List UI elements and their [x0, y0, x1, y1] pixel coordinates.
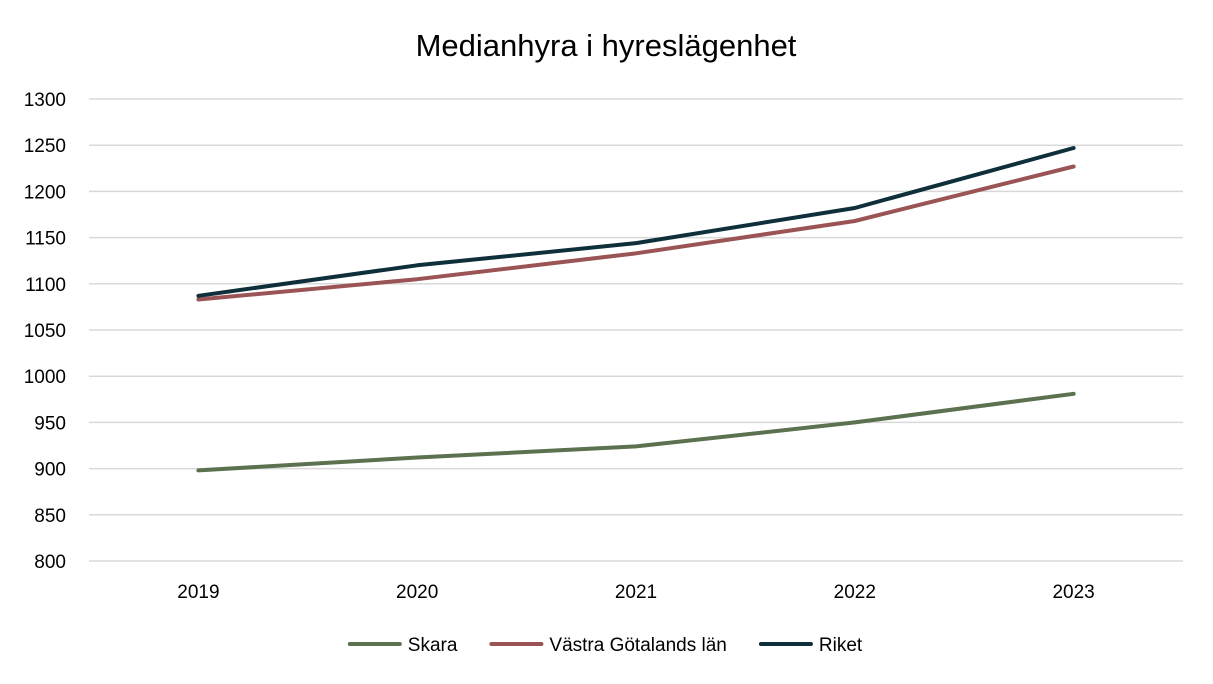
y-tick-label: 1200 — [24, 182, 66, 203]
series-line — [196, 164, 1076, 302]
y-tick-label: 1000 — [24, 367, 66, 388]
y-tick-label: 900 — [34, 460, 66, 481]
legend-item: Västra Götalands län — [489, 635, 727, 656]
y-tick-label: 850 — [34, 506, 66, 527]
series-lines — [196, 146, 1076, 473]
y-tick-label: 1150 — [25, 229, 66, 250]
x-tick-label: 2019 — [177, 582, 219, 603]
legend-label: Skara — [408, 635, 458, 656]
y-tick-label: 950 — [34, 413, 66, 434]
x-axis-ticks: 2019 2020 2021 2022 2023 — [177, 582, 1094, 603]
y-tick-label: 1050 — [24, 321, 66, 342]
y-axis-ticks: 800 850 900 950 1000 1050 1100 1150 1200 1250 1300 — [24, 90, 66, 573]
gridlines — [89, 98, 1183, 562]
y-tick-label: 800 — [34, 552, 66, 573]
legend-item: Riket — [758, 635, 863, 656]
legend-label: Riket — [819, 635, 863, 656]
series-line — [196, 391, 1076, 473]
legend: Skara Västra Götalands län Riket — [347, 635, 863, 656]
legend-label: Västra Götalands län — [549, 635, 726, 656]
x-tick-label: 2023 — [1052, 582, 1094, 603]
legend-item: Skara — [347, 635, 458, 656]
y-tick-label: 1250 — [24, 136, 66, 157]
x-tick-label: 2020 — [396, 582, 438, 603]
chart-title: Medianhyra i hyreslägenhet — [416, 28, 797, 63]
x-tick-label: 2021 — [615, 582, 657, 603]
y-tick-label: 1100 — [25, 275, 66, 296]
y-tick-label: 1300 — [24, 90, 66, 111]
x-tick-label: 2022 — [834, 582, 876, 603]
series-line — [196, 146, 1076, 298]
